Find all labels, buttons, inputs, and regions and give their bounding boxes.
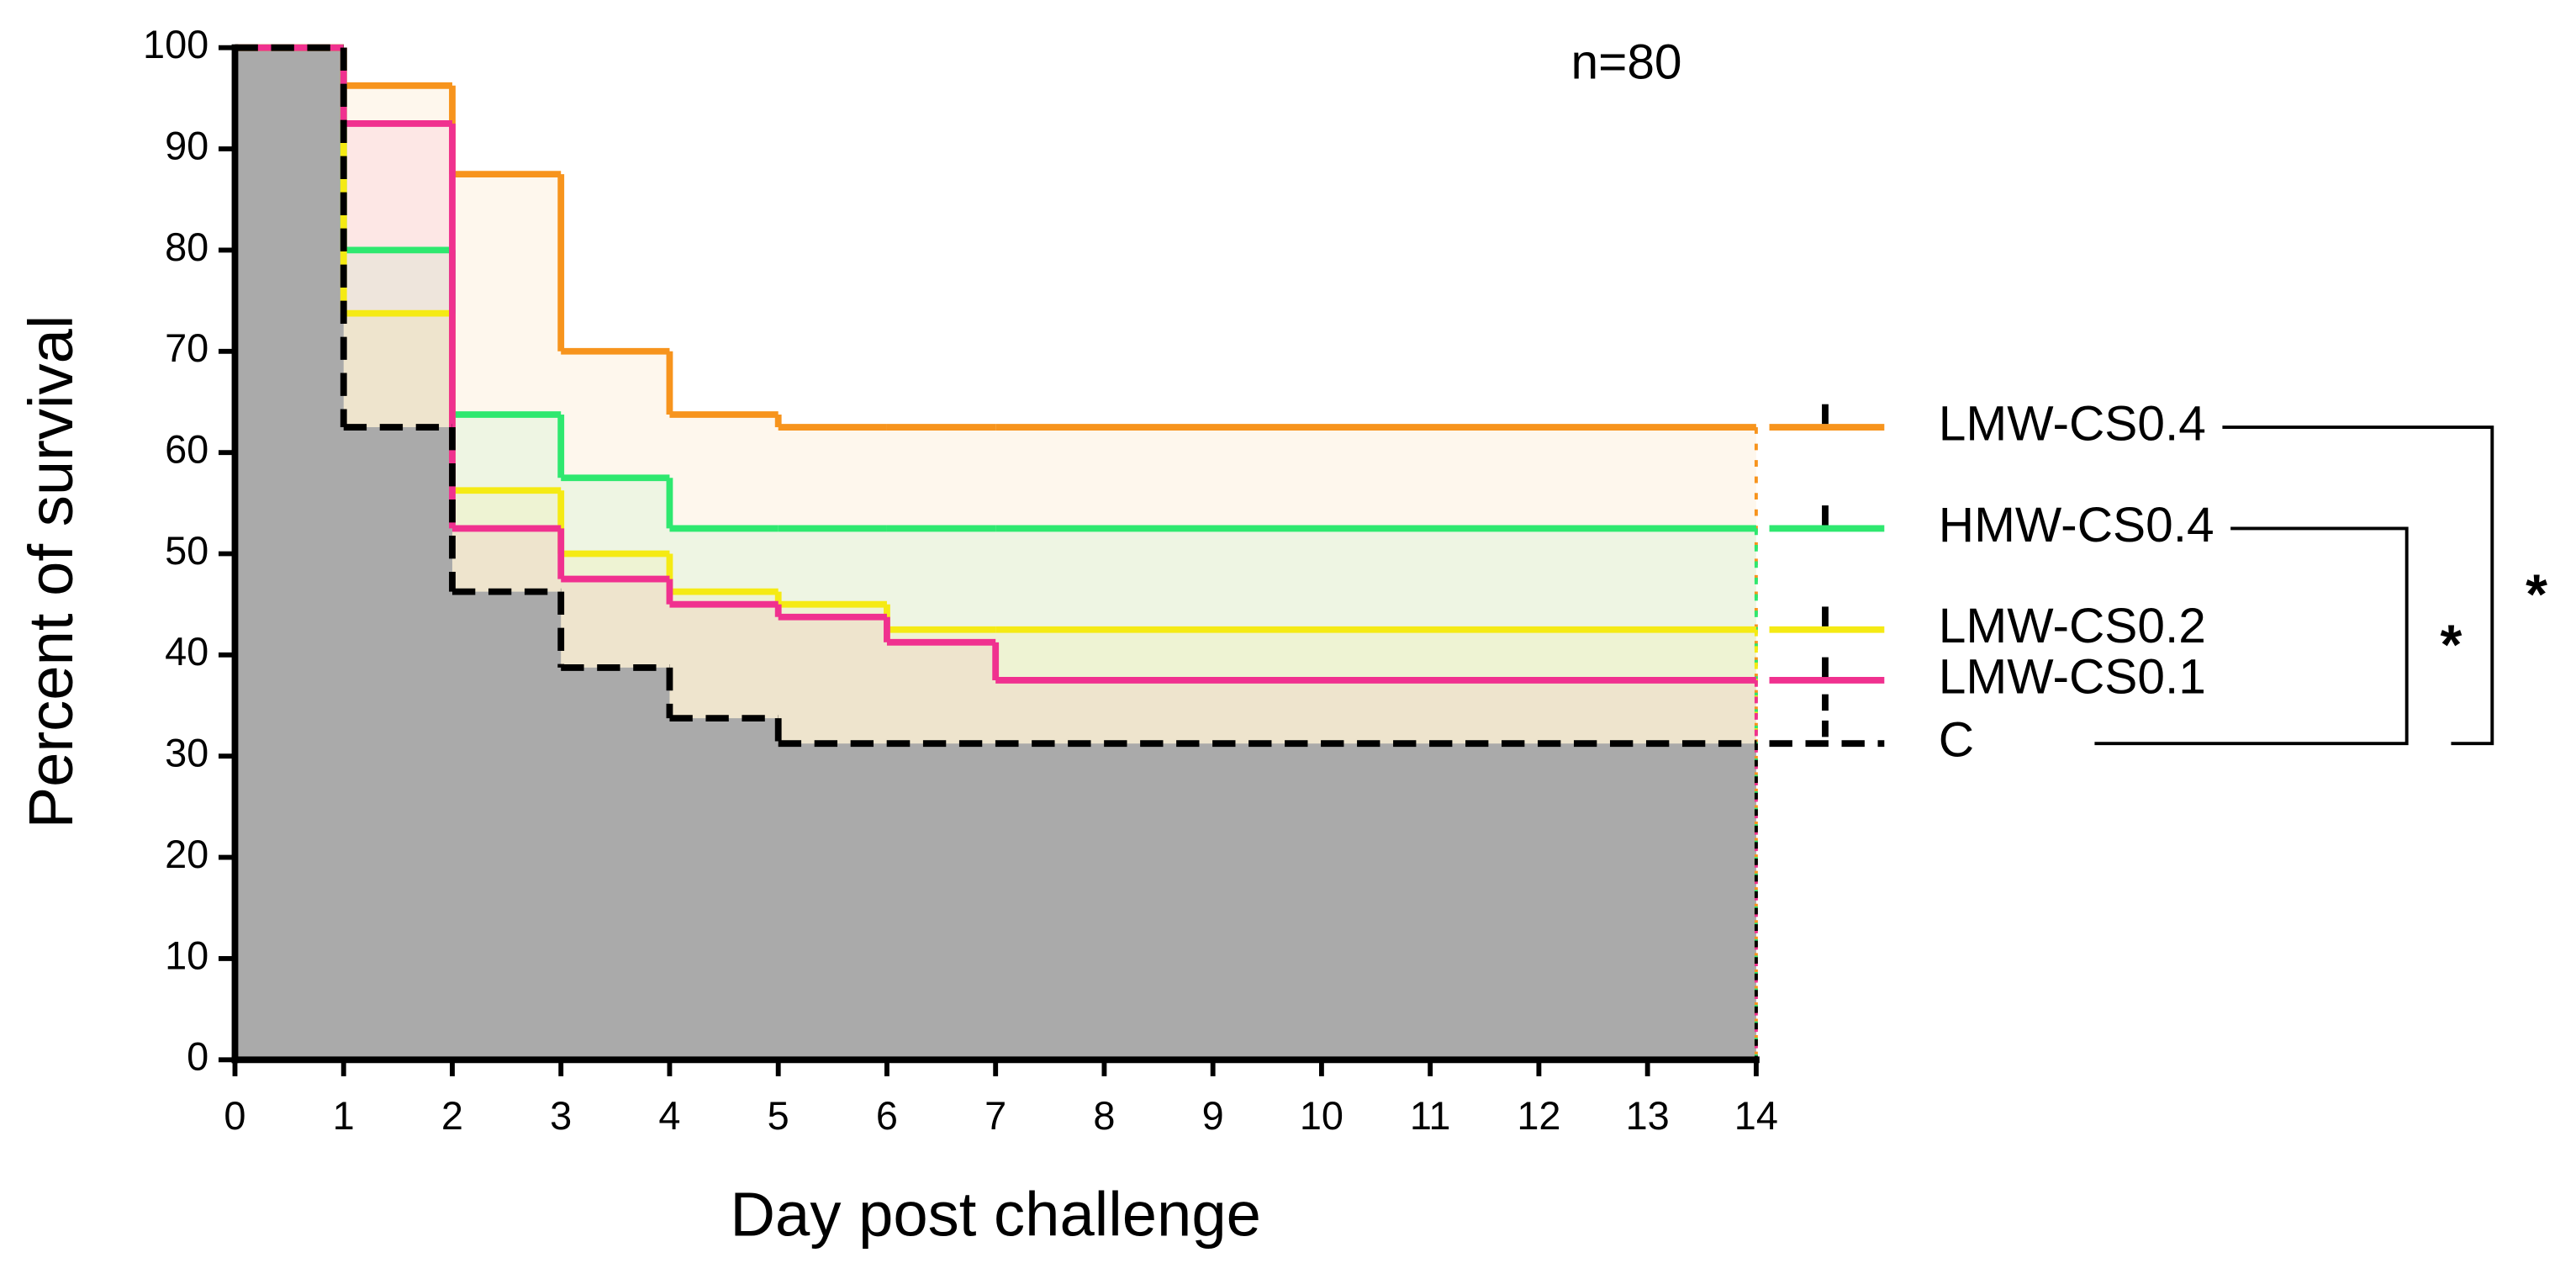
y-tick-label: 20 [165,832,209,876]
x-tick-label: 1 [333,1094,355,1138]
y-tick-label: 30 [165,732,209,775]
y-tick-label: 10 [165,933,209,977]
legend-label: LMW-CS0.1 [1939,649,2206,704]
significance-bracket [2222,425,2494,746]
significance-bracket [2094,526,2409,746]
x-tick-label: 10 [1300,1094,1343,1138]
x-tick-label: 11 [1410,1094,1451,1138]
x-tick-label: 14 [1734,1094,1778,1138]
legend-label: C [1939,713,1974,768]
x-tick-label: 4 [658,1094,680,1138]
x-tick-label: 5 [768,1094,789,1138]
x-tick-label: 2 [441,1094,463,1138]
y-tick-label: 0 [187,1035,209,1079]
x-tick-label: 9 [1202,1094,1224,1138]
x-tick-label: 13 [1626,1094,1670,1138]
y-axis-label: Percent of survival [16,315,86,829]
y-tick-label: 60 [165,428,209,472]
x-tick-label: 8 [1093,1094,1115,1138]
legend-label: HMW-CS0.4 [1939,498,2214,552]
x-axis-label: Day post challenge [730,1179,1261,1249]
significance-label: * [2526,563,2547,626]
x-tick-label: 3 [550,1094,572,1138]
x-tick-label: 6 [876,1094,898,1138]
legend-label: LMW-CS0.4 [1939,397,2206,452]
x-tick-label: 12 [1517,1094,1560,1138]
survival-area [235,47,1756,1060]
x-tick-label: 0 [224,1094,245,1138]
y-tick-label: 40 [165,630,209,674]
annotation: n=80 [1571,35,1682,90]
significance-label: * [2441,614,2463,676]
y-tick-label: 80 [165,225,209,269]
y-tick-label: 50 [165,529,209,573]
y-tick-label: 90 [165,124,209,167]
y-tick-label: 100 [143,23,209,66]
y-tick-label: 70 [165,326,209,370]
legend-label: LMW-CS0.2 [1939,599,2206,653]
x-tick-label: 7 [984,1094,1006,1138]
